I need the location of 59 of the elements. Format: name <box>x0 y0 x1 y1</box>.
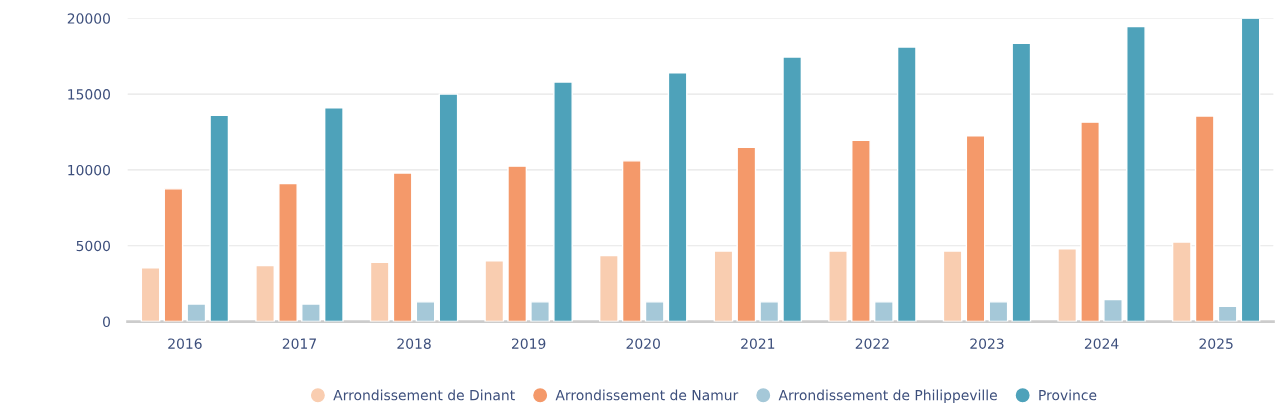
bar <box>1103 298 1123 322</box>
bar <box>301 303 321 322</box>
bar <box>438 93 459 322</box>
x-tick-label: 2025 <box>1199 338 1233 349</box>
bar <box>278 182 298 322</box>
bar <box>1011 42 1032 322</box>
x-tick-label: 2018 <box>397 338 431 349</box>
legend-label: Arrondissement de Namur <box>555 389 739 401</box>
x-tick-label: 2021 <box>741 338 775 349</box>
bar <box>621 160 642 322</box>
bar <box>1171 241 1192 322</box>
bar <box>1194 115 1215 322</box>
bar <box>415 301 436 322</box>
bar <box>942 250 963 322</box>
bar <box>782 56 803 322</box>
bar <box>873 301 894 322</box>
bar <box>255 264 275 322</box>
y-tick-label: 20000 <box>67 13 111 24</box>
bar <box>369 261 390 322</box>
x-tick-label: 2022 <box>855 338 889 349</box>
bar <box>1126 25 1146 322</box>
y-tick-label: 0 <box>103 316 111 327</box>
bar <box>759 301 780 322</box>
y-tick-label: 15000 <box>68 89 111 100</box>
x-tick-label: 2020 <box>626 338 660 349</box>
bar <box>484 260 505 322</box>
bar <box>667 72 688 322</box>
x-tick-label: 2016 <box>168 338 202 349</box>
bar <box>140 267 161 322</box>
bar <box>1057 248 1078 322</box>
bar <box>896 46 917 322</box>
bar <box>553 81 573 322</box>
bar <box>186 303 207 322</box>
y-tick-label: 5000 <box>76 240 111 252</box>
x-tick-label: 2019 <box>511 338 546 349</box>
bar <box>323 107 344 322</box>
bar <box>988 301 1009 322</box>
bar <box>965 135 986 322</box>
legend-label: Arrondissement de Philippeville <box>778 389 997 404</box>
bar <box>392 172 413 322</box>
x-tick-label: 2023 <box>970 338 1004 349</box>
bar <box>163 188 184 322</box>
bar <box>530 301 550 322</box>
bar <box>1080 121 1100 322</box>
bar <box>1240 18 1261 322</box>
x-tick-label: 2024 <box>1084 338 1119 349</box>
bar <box>598 254 619 322</box>
bar <box>507 165 528 322</box>
bar <box>713 250 734 322</box>
bar <box>828 250 848 322</box>
y-tick-label: 10000 <box>68 164 111 176</box>
bar <box>851 139 871 322</box>
legend-label: Arrondissement de Dinant <box>333 389 515 401</box>
x-tick-label: 2017 <box>282 338 316 349</box>
legend-label: Province <box>1039 389 1097 401</box>
bar <box>1217 305 1238 322</box>
bar <box>209 114 230 322</box>
bar <box>644 301 665 322</box>
bar <box>736 146 757 322</box>
